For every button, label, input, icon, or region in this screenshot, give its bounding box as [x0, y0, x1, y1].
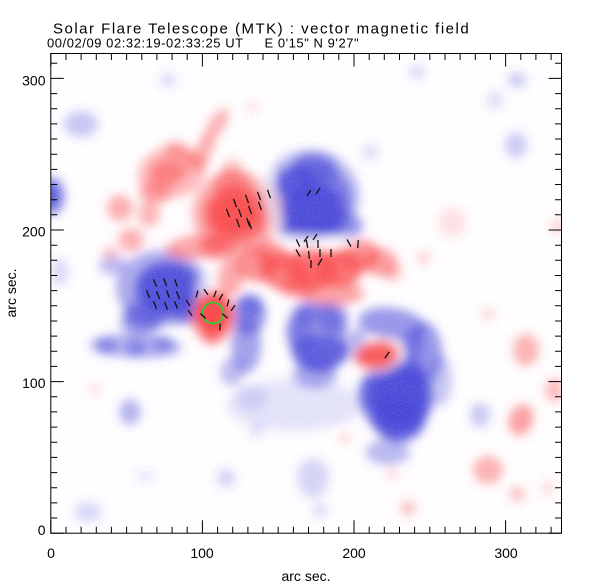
svg-text:Solar Flare Telescope (MTK) :: Solar Flare Telescope (MTK) : vector mag…	[53, 21, 470, 38]
svg-text:200: 200	[342, 545, 366, 561]
svg-text:0: 0	[47, 545, 55, 561]
svg-text:00/02/09 02:32:19-02:33:25 UT: 00/02/09 02:32:19-02:33:25 UT E 0'15" N …	[47, 36, 359, 51]
svg-text:300: 300	[494, 545, 518, 561]
svg-text:300: 300	[22, 73, 46, 89]
svg-text:arc sec.: arc sec.	[281, 568, 330, 584]
svg-text:200: 200	[22, 224, 46, 240]
svg-text:arc sec.: arc sec.	[3, 268, 19, 317]
svg-text:100: 100	[190, 545, 214, 561]
svg-text:100: 100	[22, 375, 46, 391]
svg-text:0: 0	[38, 522, 46, 538]
